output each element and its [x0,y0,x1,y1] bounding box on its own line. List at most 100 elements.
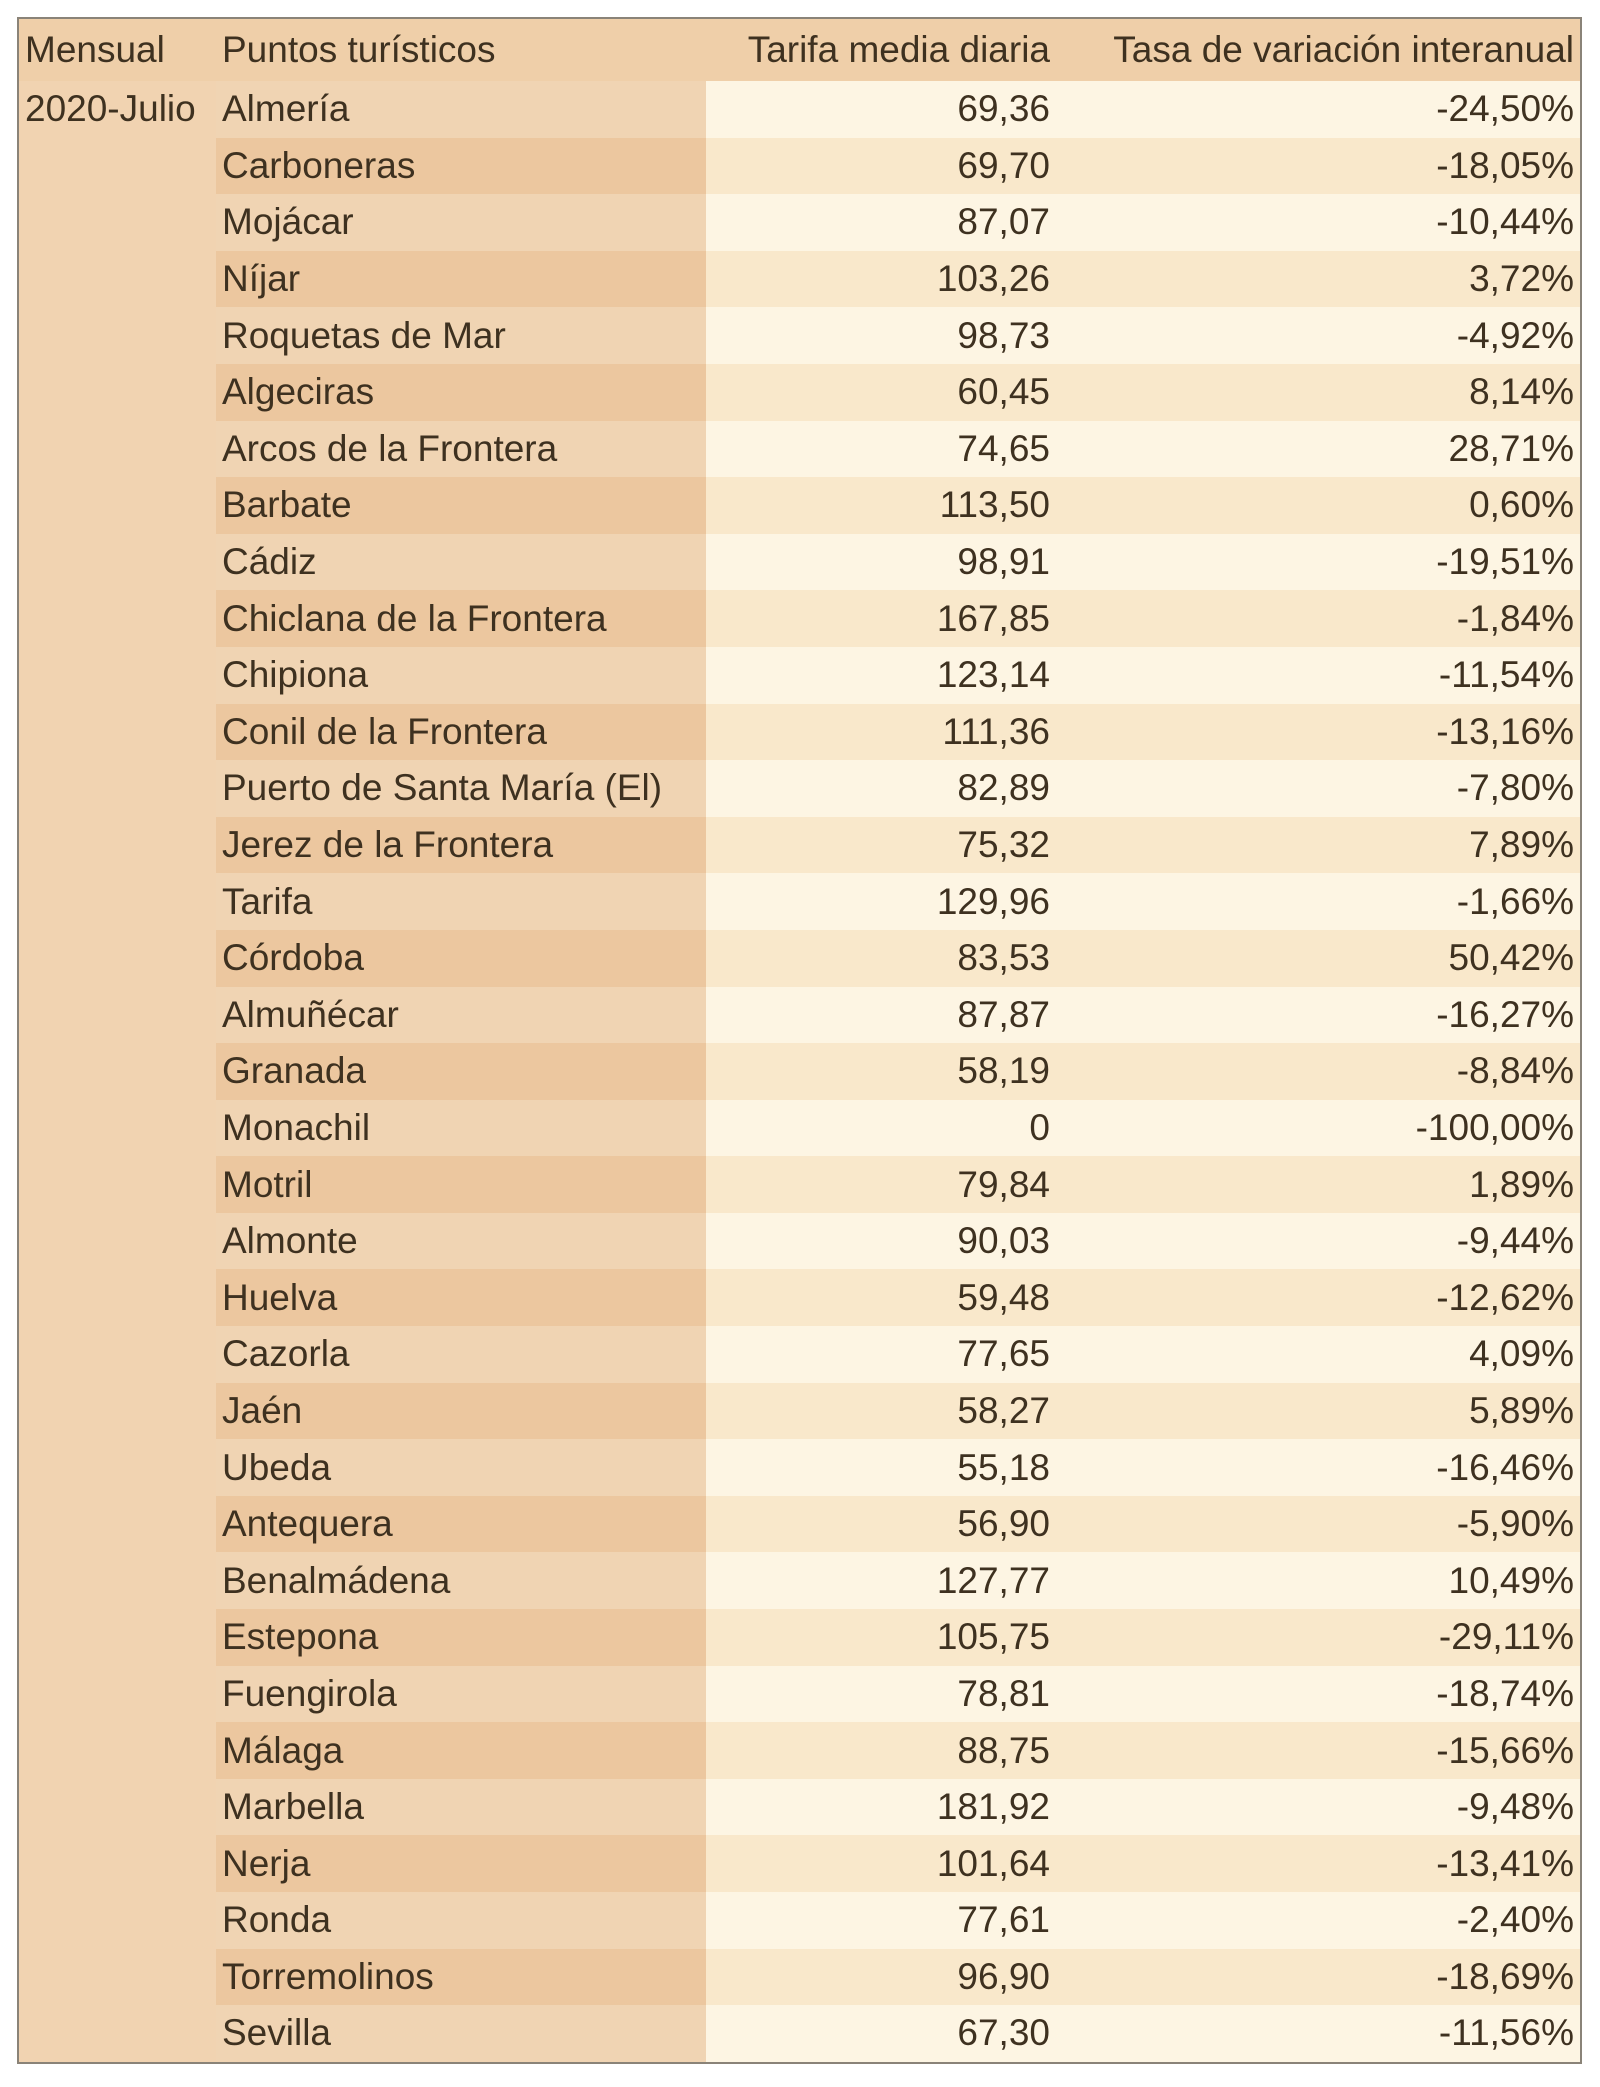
tarifa-cell: 103,26 [706,250,1056,308]
table-row: Cazorla 77,65 4,09% [18,1326,1581,1383]
tarifa-cell: 82,89 [706,760,1056,817]
table-row: Ubeda 55,18 -16,46% [18,1439,1581,1496]
table-row: Almonte 90,03 -9,44% [18,1212,1581,1270]
name-cell: Granada [216,1043,706,1100]
table-row: Chipiona 123,14 -11,54% [18,646,1581,704]
tasa-cell: -13,41% [1056,1835,1581,1892]
tarifa-cell: 111,36 [706,703,1056,761]
table-row: Barbate 113,50 0,60% [18,477,1581,534]
name-cell: Antequera [216,1495,706,1553]
tasa-cell: -7,80% [1056,760,1581,817]
tasa-cell: -1,66% [1056,873,1581,930]
table-row: Cádiz 98,91 -19,51% [18,533,1581,591]
tasa-cell: 50,42% [1056,929,1581,987]
tasa-cell: 10,49% [1056,1552,1581,1610]
tasa-cell: -100,00% [1056,1099,1581,1157]
table-row: Chiclana de la Frontera 167,85 -1,84% [18,590,1581,647]
name-cell: Benalmádena [216,1552,706,1610]
tasa-cell: -5,90% [1056,1495,1581,1553]
tasa-cell: -18,74% [1056,1665,1581,1723]
tarifa-cell: 55,18 [706,1439,1056,1496]
name-cell: Tarifa [216,873,706,930]
name-cell: Cádiz [216,533,706,591]
tarifa-cell: 129,96 [706,873,1056,930]
tarifa-table: Mensual Puntos turísticos Tarifa media d… [17,17,1582,2064]
table-row: Estepona 105,75 -29,11% [18,1609,1581,1666]
name-cell: Málaga [216,1722,706,1779]
name-cell: Sevilla [216,2005,706,2063]
tarifa-cell: 96,90 [706,1948,1056,2006]
table-row: Motril 79,84 1,89% [18,1156,1581,1213]
header-tarifa[interactable]: Tarifa media diaria [706,18,1056,81]
table-row: Conil de la Frontera 111,36 -13,16% [18,703,1581,761]
tarifa-cell: 67,30 [706,2005,1056,2063]
table-row: Sevilla 67,30 -11,56% [18,2005,1581,2063]
tasa-cell: -1,84% [1056,590,1581,647]
tasa-cell: -2,40% [1056,1892,1581,1949]
table-row: Granada 58,19 -8,84% [18,1043,1581,1100]
table-row: Níjar 103,26 3,72% [18,250,1581,308]
name-cell: Almería [216,81,706,138]
tarifa-cell: 101,64 [706,1835,1056,1892]
name-cell: Chiclana de la Frontera [216,590,706,647]
table-row: Antequera 56,90 -5,90% [18,1495,1581,1553]
tasa-cell: 7,89% [1056,816,1581,874]
name-cell: Roquetas de Mar [216,307,706,364]
table-body: 2020-Julio Almería 69,36 -24,50% Carboneras 6… [18,81,1581,2063]
tasa-cell: -13,16% [1056,703,1581,761]
tasa-cell: 5,89% [1056,1382,1581,1440]
tasa-cell: -18,69% [1056,1948,1581,2006]
name-cell: Almonte [216,1212,706,1270]
name-cell: Chipiona [216,646,706,704]
tarifa-cell: 79,84 [706,1156,1056,1213]
table-row: Fuengirola 78,81 -18,74% [18,1665,1581,1723]
tasa-cell: 28,71% [1056,420,1581,478]
tarifa-cell: 90,03 [706,1212,1056,1270]
tasa-cell: -9,44% [1056,1212,1581,1270]
header-mensual[interactable]: Mensual [18,18,216,81]
header-tasa[interactable]: Tasa de variación interanual [1056,18,1581,81]
name-cell: Ronda [216,1892,706,1949]
tasa-cell: -24,50% [1056,81,1581,138]
name-cell: Huelva [216,1269,706,1327]
table-row: Puerto de Santa María (El) 82,89 -7,80% [18,760,1581,817]
tarifa-cell: 56,90 [706,1495,1056,1553]
tarifa-cell: 87,87 [706,986,1056,1044]
table-row: Córdoba 83,53 50,42% [18,929,1581,987]
table-row: Arcos de la Frontera 74,65 28,71% [18,420,1581,478]
name-cell: Carboneras [216,137,706,195]
tasa-cell: -16,46% [1056,1439,1581,1496]
tarifa-cell: 0 [706,1099,1056,1157]
tasa-cell: -15,66% [1056,1722,1581,1779]
table-row: 2020-Julio Almería 69,36 -24,50% [18,81,1581,2063]
table-row: Málaga 88,75 -15,66% [18,1722,1581,1779]
tasa-cell: -11,54% [1056,646,1581,704]
tasa-cell: 0,60% [1056,477,1581,534]
tasa-cell: 1,89% [1056,1156,1581,1213]
tarifa-cell: 113,50 [706,477,1056,534]
tasa-cell: -4,92% [1056,307,1581,364]
tasa-cell: -12,62% [1056,1269,1581,1327]
tarifa-cell: 59,48 [706,1269,1056,1327]
table-row: Torremolinos 96,90 -18,69% [18,1948,1581,2006]
tasa-cell: -8,84% [1056,1043,1581,1100]
table-row: Marbella 181,92 -9,48% [18,1778,1581,1836]
table-row: Tarifa 129,96 -1,66% [18,873,1581,930]
tarifa-cell: 77,65 [706,1326,1056,1383]
name-cell: Barbate [216,477,706,534]
header-puntos[interactable]: Puntos turísticos [216,18,706,81]
name-cell: Nerja [216,1835,706,1892]
name-cell: Motril [216,1156,706,1213]
name-cell: Mojácar [216,194,706,251]
tarifa-cell: 69,70 [706,137,1056,195]
name-cell: Marbella [216,1778,706,1836]
table-row: Jaén 58,27 5,89% [18,1382,1581,1440]
tarifa-cell: 167,85 [706,590,1056,647]
tarifa-cell: 123,14 [706,646,1056,704]
name-cell: Arcos de la Frontera [216,420,706,478]
tarifa-cell: 77,61 [706,1892,1056,1949]
table-row: Jerez de la Frontera 75,32 7,89% [18,816,1581,874]
name-cell: Jaén [216,1382,706,1440]
tarifa-cell: 88,75 [706,1722,1056,1779]
period-cell: 2020-Julio [18,81,216,2063]
